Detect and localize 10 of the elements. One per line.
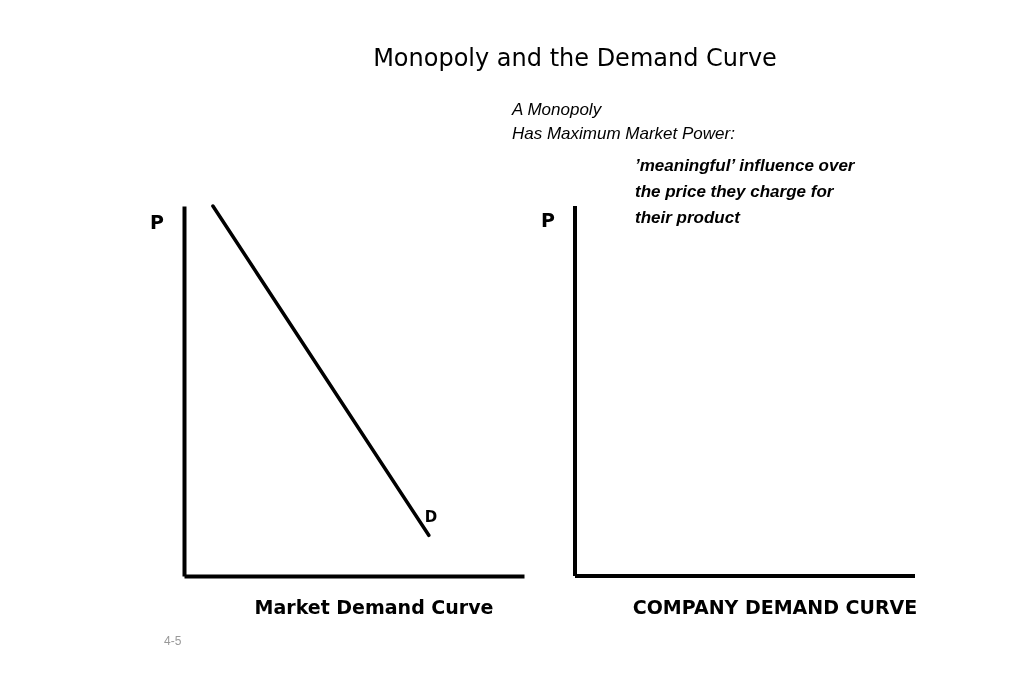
- text: Monopoly and the Demand Curve: [373, 44, 777, 72]
- text: 4-5: [164, 634, 182, 648]
- text: Has Maximum Market Power:: [512, 124, 736, 143]
- text: P: [541, 209, 556, 231]
- text: ’meaningful’ influence over the price they charge for their product: [635, 156, 856, 227]
- annotation: D: [424, 508, 438, 527]
- y-axis-title: P: [150, 211, 165, 233]
- text: COMPANY DEMAND CURVE: [632, 596, 918, 618]
- text: A Monopoly: [511, 100, 603, 119]
- x-axis-title: Market Demand Curve: [254, 596, 494, 618]
